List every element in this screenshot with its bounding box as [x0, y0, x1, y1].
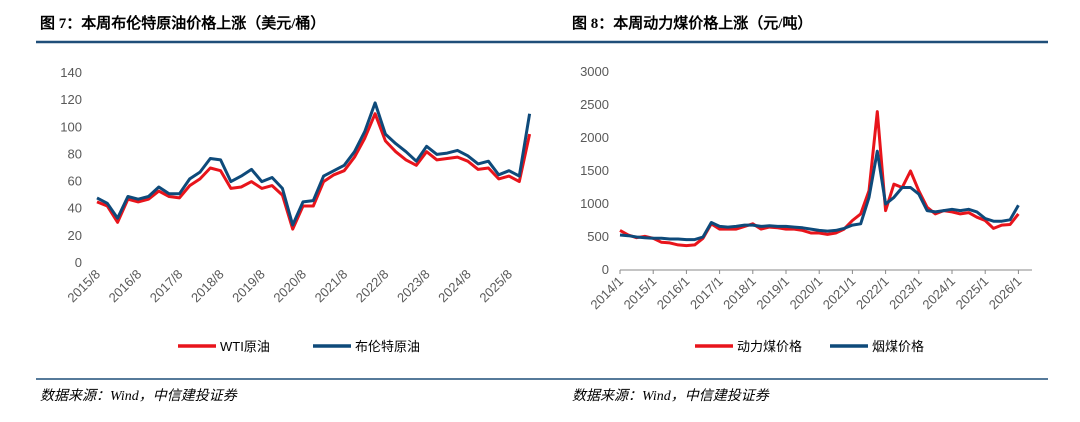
x-tick-label: 2021/1 [820, 274, 859, 313]
legend-label: 布伦特原油 [355, 339, 420, 354]
y-tick-label: 3000 [580, 64, 609, 79]
x-tick-label: 2025/8 [476, 267, 515, 306]
x-tick-label: 2025/1 [953, 274, 992, 313]
series-line [619, 110, 1020, 248]
x-tick-label: 2019/1 [753, 274, 792, 313]
source-note: 数据来源：Wind，中信建投证券 [40, 388, 238, 404]
x-tick-label: 2024/1 [919, 274, 958, 313]
x-tick-label: 2021/8 [312, 267, 351, 306]
x-tick-label: 2020/1 [787, 274, 826, 313]
chart-title: 图 8：本周动力煤价格上涨（元/吨） [572, 14, 812, 32]
y-tick-label: 1500 [580, 163, 609, 178]
x-tick-label: 2016/1 [654, 274, 693, 313]
x-tick-label: 2017/1 [687, 274, 726, 313]
x-tick-label: 2022/1 [853, 274, 892, 313]
x-tick-label: 2019/8 [229, 267, 268, 306]
x-tick-label: 2018/8 [188, 267, 227, 306]
x-tick-label: 2015/8 [64, 267, 103, 306]
series-line [619, 149, 1020, 242]
y-tick-label: 100 [60, 119, 82, 134]
y-tick-label: 0 [602, 262, 609, 277]
y-tick-label: 20 [68, 228, 82, 243]
series-line [96, 101, 532, 227]
chart-title: 图 7：本周布伦特原油价格上涨（美元/桶） [40, 14, 325, 32]
legend-label: WTI原油 [220, 339, 270, 354]
x-tick-label: 2022/8 [353, 267, 392, 306]
source-note: 数据来源：Wind，中信建投证券 [572, 388, 770, 404]
y-tick-label: 60 [68, 174, 82, 189]
y-tick-label: 80 [68, 146, 82, 161]
y-tick-label: 2000 [580, 130, 609, 145]
x-tick-label: 2024/8 [435, 267, 474, 306]
x-tick-label: 2018/1 [720, 274, 759, 313]
legend-label: 动力煤价格 [737, 339, 802, 354]
series-line [96, 112, 532, 231]
y-tick-label: 120 [60, 92, 82, 107]
x-tick-label: 2020/8 [270, 267, 309, 306]
y-tick-label: 0 [75, 255, 82, 270]
y-tick-label: 1000 [580, 196, 609, 211]
x-tick-label: 2017/8 [147, 267, 186, 306]
x-tick-label: 2016/8 [106, 267, 145, 306]
x-tick-label: 2015/1 [621, 274, 660, 313]
legend-label: 烟煤价格 [872, 339, 924, 354]
x-tick-label: 2023/1 [886, 274, 925, 313]
x-tick-label: 2023/8 [394, 267, 433, 306]
x-tick-label: 2026/1 [986, 274, 1025, 313]
y-tick-label: 40 [68, 201, 82, 216]
x-tick-label: 2014/1 [587, 274, 626, 313]
y-tick-label: 2500 [580, 97, 609, 112]
y-tick-label: 500 [587, 229, 609, 244]
y-tick-label: 140 [60, 65, 82, 80]
